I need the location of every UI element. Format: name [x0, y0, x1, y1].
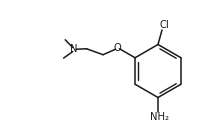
Text: NH₂: NH₂ — [150, 112, 169, 122]
Text: O: O — [113, 43, 121, 53]
Text: Cl: Cl — [160, 20, 169, 30]
Text: N: N — [70, 44, 78, 54]
